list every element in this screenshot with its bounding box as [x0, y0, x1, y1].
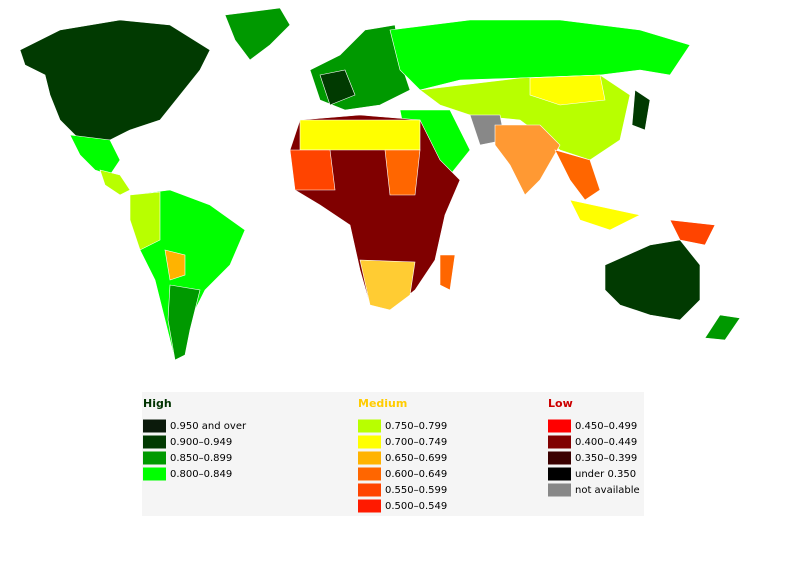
legend-label: 0.700–0.749 — [385, 437, 447, 448]
world-map — [19, 7, 741, 361]
legend-swatch — [143, 467, 166, 481]
legend-label: 0.950 and over — [170, 421, 247, 432]
legend-label: 0.350–0.399 — [575, 453, 637, 464]
legend-swatch — [358, 483, 381, 497]
legend-label: 0.500–0.549 — [385, 501, 447, 512]
legend-label: 0.400–0.449 — [575, 437, 637, 448]
legend-swatch — [548, 419, 571, 433]
legend-label: 0.800–0.849 — [170, 469, 232, 480]
legend-group-title: High — [143, 397, 172, 410]
legend-label: 0.750–0.799 — [385, 421, 447, 432]
legend-swatch — [143, 435, 166, 449]
legend-swatch — [143, 419, 166, 433]
legend-label: 0.450–0.499 — [575, 421, 637, 432]
legend-label: under 0.350 — [575, 469, 636, 480]
legend-swatch — [358, 435, 381, 449]
legend-swatch — [548, 451, 571, 465]
legend-swatch — [143, 451, 166, 465]
legend-swatch — [358, 499, 381, 513]
legend-label: 0.850–0.899 — [170, 453, 232, 464]
legend-label: 0.550–0.599 — [385, 485, 447, 496]
legend-swatch — [358, 419, 381, 433]
legend-swatch — [548, 467, 571, 481]
legend-group-title: Low — [548, 397, 573, 410]
legend-swatch — [358, 451, 381, 465]
legend-swatch — [548, 483, 571, 497]
legend-label: not available — [575, 485, 640, 496]
legend-swatch — [548, 435, 571, 449]
legend-swatch — [358, 467, 381, 481]
legend: High 0.950 and over 0.900–0.949 0.850–0.899… — [143, 397, 640, 513]
legend-label: 0.600–0.649 — [385, 469, 447, 480]
legend-group-title: Medium — [358, 397, 407, 410]
legend-label: 0.650–0.699 — [385, 453, 447, 464]
legend-label: 0.900–0.949 — [170, 437, 232, 448]
